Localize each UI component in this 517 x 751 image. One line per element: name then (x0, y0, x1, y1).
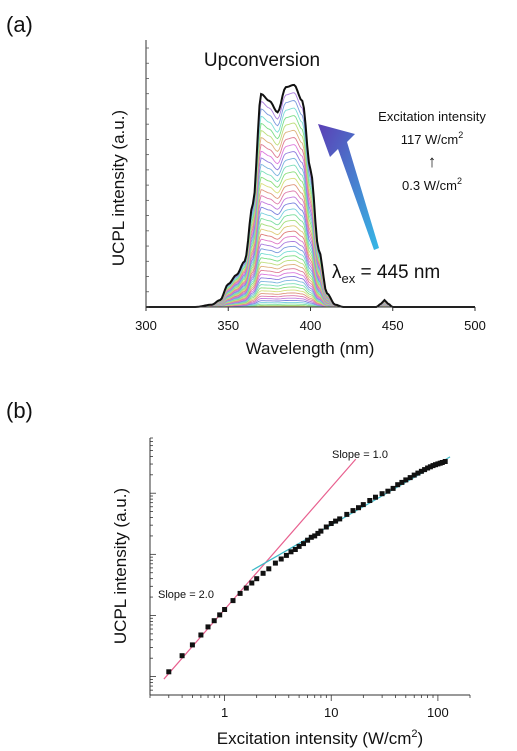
data-point (422, 467, 428, 473)
panel-b-x-axis-label: Excitation intensity (W/cm2) (217, 728, 423, 748)
data-point (367, 498, 373, 503)
x-tick-label: 350 (217, 318, 239, 333)
data-point (350, 508, 356, 514)
data-point (249, 580, 255, 586)
data-point (254, 576, 260, 582)
data-point (230, 598, 236, 604)
data-points (166, 459, 448, 675)
lambda-ex-annotation: λex = 445 nm (332, 262, 440, 286)
data-point (379, 491, 385, 497)
panel-a-y-minor-ticks (146, 47, 149, 308)
spectrum-curve (146, 283, 475, 308)
data-point (296, 543, 302, 549)
data-point (442, 459, 448, 464)
data-point (179, 653, 185, 659)
data-point (243, 585, 249, 591)
fit-line (251, 456, 451, 572)
excitation-gradient-arrow (318, 124, 379, 250)
data-point (427, 464, 433, 470)
excitation-high-value: 117 W/cm2 (401, 130, 464, 147)
data-point (305, 537, 311, 543)
data-point (415, 470, 421, 476)
panel-a-x-ticks: 300 350 400 450 500 (135, 307, 486, 333)
panel-b-plot: 1 10 100 (149, 437, 471, 720)
data-point (439, 460, 445, 465)
data-point (318, 528, 324, 534)
excitation-intensity-title: Excitation intensity (378, 109, 486, 124)
panel-b-x-ticks: 1 10 100 (149, 695, 471, 720)
data-point (283, 552, 289, 558)
x-tick-label: 1 (221, 705, 228, 720)
data-point (403, 477, 409, 483)
data-point (356, 505, 361, 511)
data-point (328, 521, 334, 526)
data-point (395, 482, 401, 488)
panel-a-label: (a) (6, 12, 33, 37)
excitation-up-arrow: ↑ (428, 152, 437, 171)
data-point (390, 485, 396, 491)
panel-a-y-axis-label: UCPL intensity (a.u.) (109, 110, 128, 266)
x-tick-label: 10 (324, 705, 338, 720)
data-point (266, 566, 272, 572)
excitation-high-unit-sup: 2 (458, 130, 463, 140)
data-point (337, 516, 343, 522)
data-point (312, 533, 318, 539)
data-point (211, 618, 217, 624)
panel-b-y-axis-label: UCPL intensity (a.u.) (111, 488, 130, 644)
x-tick-label: 100 (427, 705, 449, 720)
data-point (407, 475, 413, 481)
fit-lines (163, 456, 451, 680)
data-point (205, 624, 211, 630)
panel-b-label: (b) (6, 398, 33, 423)
panel-b-x-axis-label-sup: 2 (411, 728, 417, 740)
upconversion-title: Upconversion (204, 50, 320, 71)
data-point (166, 669, 172, 675)
data-point (272, 560, 278, 566)
excitation-intensity-annotation: Excitation intensity 117 W/cm2 ↑ 0.3 W/c… (378, 109, 486, 193)
data-point (418, 468, 424, 474)
data-point (217, 612, 223, 618)
data-point (373, 494, 378, 500)
x-tick-label: 400 (300, 318, 322, 333)
data-point (323, 524, 329, 530)
panel-a-plot: 300 350 400 450 500 (135, 40, 486, 333)
data-point (198, 632, 204, 638)
data-point (292, 547, 298, 552)
data-point (360, 502, 366, 508)
x-tick-label: 450 (382, 318, 404, 333)
data-point (278, 556, 284, 562)
panel-b-y-ticks (150, 437, 156, 696)
data-point (189, 642, 195, 648)
slope-1-label: Slope = 1.0 (332, 449, 388, 461)
data-point (237, 590, 243, 596)
data-point (385, 488, 391, 494)
data-point (425, 465, 431, 471)
data-point (301, 541, 306, 547)
x-tick-label: 500 (464, 318, 486, 333)
data-point (222, 607, 228, 612)
data-point (288, 549, 294, 555)
panel-a-x-axis-label: Wavelength (nm) (246, 339, 375, 358)
fit-line (163, 458, 357, 680)
data-point (344, 511, 350, 517)
data-point (308, 534, 314, 540)
x-tick-label: 300 (135, 318, 157, 333)
data-point (260, 570, 266, 576)
lambda-ex-subscript: ex (342, 271, 356, 286)
excitation-low-value: 0.3 W/cm2 (402, 176, 462, 193)
slope-2-label: Slope = 2.0 (158, 589, 214, 601)
excitation-low-unit-sup: 2 (457, 176, 462, 186)
data-point (399, 479, 405, 485)
data-point (333, 518, 339, 524)
data-point (411, 472, 417, 478)
data-point (315, 530, 321, 536)
